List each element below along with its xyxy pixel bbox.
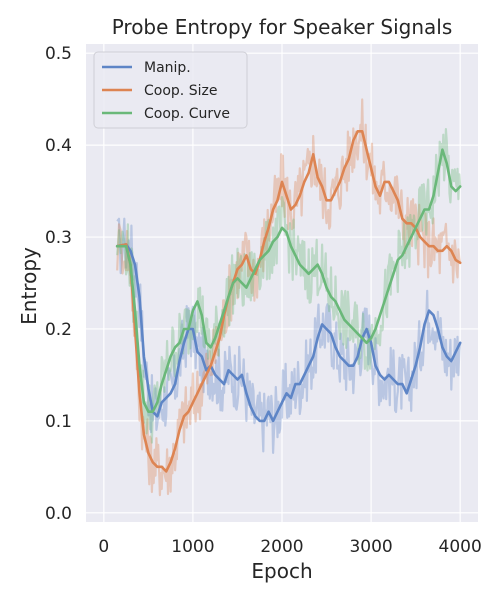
x-tick-label: 2000 [260, 537, 303, 557]
grid [86, 44, 478, 522]
x-tick-label: 1000 [171, 537, 214, 557]
legend-box [93, 51, 248, 129]
legend-label: Coop. Curve [144, 106, 230, 122]
y-tick-label: 0.1 [45, 412, 72, 432]
smoothed-lines [115, 130, 462, 473]
legend: Manip. Coop. Size Coop. Curve [93, 51, 248, 129]
y-tick-label: 0.0 [45, 504, 72, 524]
y-tick-label: 0.4 [45, 136, 72, 156]
x-tick-labels: 0 1000 2000 3000 4000 [98, 537, 481, 557]
legend-label: Manip. [144, 60, 191, 76]
raw-series-line [116, 98, 462, 497]
series-line [115, 130, 462, 473]
y-axis-label: Entropy [17, 247, 41, 325]
y-tick-label: 0.2 [45, 320, 72, 340]
x-tick-label: 4000 [439, 537, 482, 557]
x-axis-label: Epoch [251, 559, 312, 583]
y-tick-labels: 0.0 0.1 0.2 0.3 0.4 0.5 [45, 44, 72, 524]
x-tick-label: 3000 [349, 537, 392, 557]
y-tick-label: 0.3 [45, 228, 72, 248]
x-tick-label: 0 [98, 537, 109, 557]
series-line [115, 148, 462, 414]
legend-label: Coop. Size [144, 83, 217, 99]
raw-series-line [116, 128, 462, 444]
y-tick-label: 0.5 [45, 44, 72, 64]
series-line [115, 243, 462, 423]
chart-title: Probe Entropy for Speaker Signals [112, 15, 453, 39]
